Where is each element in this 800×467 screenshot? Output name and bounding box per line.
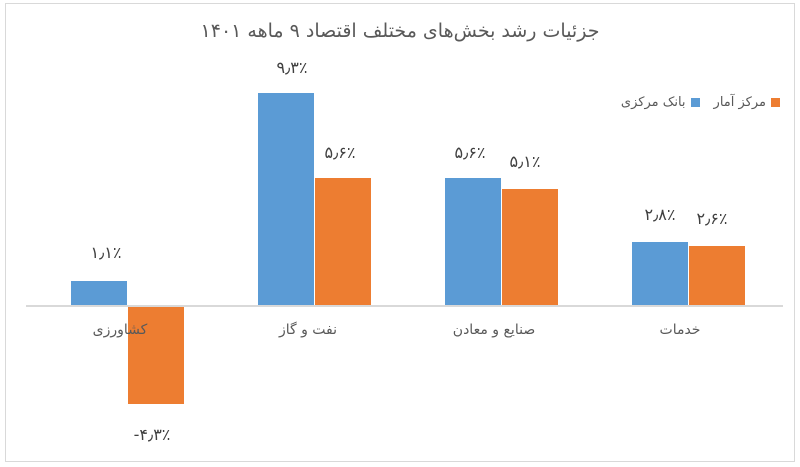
category-label: نفت و گاز [278, 322, 338, 338]
category-label: کشاورزی [92, 322, 148, 338]
bar-central-bank [258, 93, 314, 306]
legend-item-central-bank: بانک مرکزی [621, 95, 700, 110]
data-label: ۵٫۶٪ [454, 143, 486, 162]
data-label: ۵٫۱٪ [509, 152, 541, 171]
bar-statistics-center [128, 306, 184, 405]
x-axis-line [26, 305, 783, 307]
legend-swatch-blue-icon [690, 97, 700, 107]
legend-item-statistics-center: مرکز آمار [714, 95, 780, 110]
bar-statistics-center [689, 246, 745, 306]
data-label: ۱٫۱٪ [90, 243, 122, 262]
chart-frame [5, 3, 795, 462]
legend-label: مرکز آمار [713, 94, 766, 110]
data-label: ۲٫۶٪ [696, 209, 728, 228]
category-label: صنایع و معادن [452, 322, 536, 338]
bar-central-bank [632, 241, 688, 306]
data-label: ۵٫۶٪ [324, 143, 356, 162]
bar-central-bank [445, 177, 501, 306]
bar-central-bank [71, 280, 127, 306]
bar-statistics-center [502, 189, 558, 306]
chart-legend: مرکز آمار بانک مرکزی [560, 92, 780, 112]
legend-swatch-orange-icon [771, 97, 780, 107]
data-label: -۴٫۳٪ [133, 425, 171, 444]
data-label: ۹٫۳٪ [276, 58, 308, 77]
data-label: ۲٫۸٪ [644, 205, 676, 224]
bar-statistics-center [315, 177, 371, 306]
category-label: خدمات [659, 322, 701, 338]
legend-label: بانک مرکزی [620, 94, 686, 110]
chart-title: جزئیات رشد بخش‌های مختلف اقتصاد ۹ ماهه ۱… [200, 20, 600, 42]
